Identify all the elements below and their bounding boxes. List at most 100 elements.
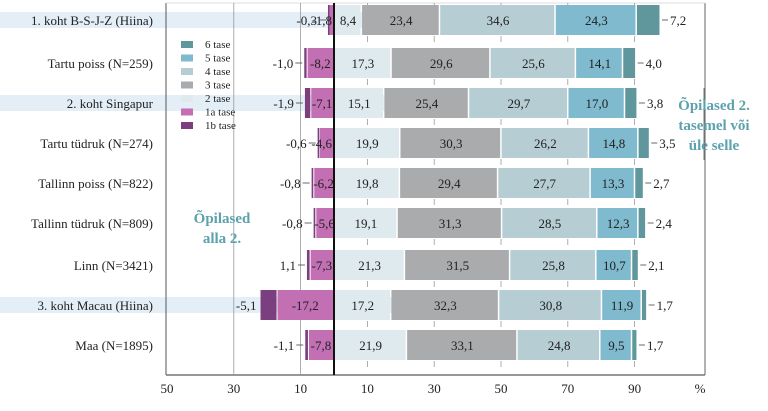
bar-segment-5-tase	[568, 88, 624, 118]
value-label: 19,8	[356, 176, 379, 191]
value-label: -0,8	[282, 216, 303, 231]
legend-label: 6 tase	[205, 39, 230, 51]
bar-segment-3-tase	[405, 250, 509, 280]
value-label: 34,6	[487, 13, 510, 28]
value-label: 32,3	[434, 298, 457, 313]
bar-segment-1a-tase	[310, 250, 334, 280]
value-label: -5,1	[236, 298, 257, 313]
legend-label: 1a tase	[205, 107, 235, 119]
bar-segment-1b-tase	[305, 330, 308, 360]
value-label: 15,1	[348, 96, 371, 111]
value-label: 24,3	[585, 13, 608, 28]
value-label: 29,4	[438, 176, 461, 191]
value-label: 8,4	[340, 13, 357, 28]
bar-segment-3-tase	[384, 88, 468, 118]
bar-segment-4-tase	[490, 48, 575, 78]
category-label: Linn (N=3421)	[74, 258, 153, 273]
bars: 8,4 23,4 34,6 24,3 7,2 -1,8-0,3 17,3 29,6 25,6 14…	[236, 3, 705, 375]
x-axis-unit-label: %	[695, 381, 706, 396]
value-label: 4,0	[646, 56, 662, 71]
category-label: Tartu poiss (N=259)	[48, 56, 153, 71]
value-label: -1,9	[273, 96, 294, 111]
category-label: 2. koht Singapur	[67, 96, 154, 111]
bar-segment-1b-tase	[260, 290, 277, 320]
bar-segment-4-tase	[510, 250, 596, 280]
bar-segment-1b-tase	[317, 128, 320, 158]
category-label: 1. koht B-S-J-Z (Hiina)	[31, 13, 153, 28]
bar-segment-6-tase	[638, 208, 646, 238]
value-label: 14,1	[588, 56, 611, 71]
bar-segment-3-tase	[362, 5, 439, 35]
value-label: -1,8	[311, 13, 332, 28]
bar-segment-3-tase	[397, 208, 501, 238]
value-label: 11,9	[611, 298, 633, 313]
value-label: 24,8	[548, 338, 571, 353]
value-label: 19,1	[355, 216, 378, 231]
bar-segment-1b-tase	[311, 168, 314, 198]
value-label: 17,0	[585, 96, 608, 111]
legend-label: 4 tase	[205, 66, 230, 78]
legend-swatch	[181, 108, 193, 116]
category-label: Tartu tüdruk (N=274)	[40, 136, 153, 151]
value-label: 31,5	[446, 258, 469, 273]
x-tick-label: 30	[428, 381, 441, 396]
bar-segment-6-tase	[625, 88, 637, 118]
value-label: -7,8	[311, 338, 332, 353]
bar-segment-5-tase	[602, 290, 641, 320]
bar-segment-5-tase	[590, 168, 634, 198]
value-label: 25,6	[522, 56, 545, 71]
legend-label: 5 tase	[205, 53, 230, 65]
category-label: Tallinn poiss (N=822)	[38, 176, 153, 191]
highlight-band	[0, 95, 400, 111]
bar-segment-4-tase	[502, 208, 597, 238]
bar-segment-3-tase	[407, 330, 517, 360]
value-label: 2,1	[648, 258, 664, 273]
bar-segment-1a-tase	[308, 330, 334, 360]
bar-segment-1a-tase	[319, 128, 334, 158]
value-label: 12,3	[607, 216, 630, 231]
bar-segment-1b-tase	[313, 208, 316, 238]
value-label: -0,8	[280, 176, 301, 191]
bar-segment-5-tase	[589, 128, 638, 158]
value-label: 26,2	[534, 136, 557, 151]
x-tick-label: 30	[227, 381, 240, 396]
value-label: 10,7	[603, 258, 626, 273]
bar-segment-1a-tase	[311, 88, 334, 118]
bar-segment-6-tase	[635, 168, 643, 198]
category-label: 3. koht Macau (Hiina)	[37, 298, 153, 313]
x-axis-ticks: 50 30 10 10 30 50 70 90	[161, 3, 641, 396]
bar-segment-2-tase	[334, 250, 404, 280]
bar-segment-1a-tase	[328, 5, 334, 35]
value-label: 7,2	[670, 13, 686, 28]
value-label: 28,5	[539, 216, 562, 231]
plot-frame	[165, 2, 706, 376]
value-label: -4,6	[311, 136, 332, 151]
value-label: 3,5	[659, 136, 675, 151]
annotation-below-line2: alla 2.	[203, 231, 242, 247]
value-label: 19,9	[356, 136, 379, 151]
bar-segment-2-tase	[334, 208, 397, 238]
value-label: 30,3	[440, 136, 463, 151]
bar-segment-1a-tase	[277, 290, 334, 320]
bar-segment-4-tase	[498, 168, 590, 198]
value-label: 3,8	[647, 96, 663, 111]
bar-segment-3-tase	[391, 290, 498, 320]
bar-segment-5-tase	[596, 250, 631, 280]
value-label: 29,6	[430, 56, 453, 71]
value-label: -6,2	[313, 176, 334, 191]
bar-segment-2-tase	[334, 5, 361, 35]
bar-segment-6-tase	[641, 290, 647, 320]
annotation-above-line2: tasemel või	[678, 118, 749, 134]
bar-segment-2-tase	[334, 128, 399, 158]
bar-segment-4-tase	[501, 128, 588, 158]
bar-segment-3-tase	[391, 48, 490, 78]
x-tick-label: 10	[361, 381, 374, 396]
value-label: 23,4	[390, 13, 413, 28]
bar-segment-1b-tase	[304, 48, 307, 78]
bar-segment-4-tase	[517, 330, 600, 360]
bar-segment-3-tase	[400, 168, 497, 198]
bar-segment-5-tase	[555, 5, 636, 35]
value-label: -7,3	[312, 258, 333, 273]
bar-segment-6-tase	[636, 5, 660, 35]
x-tick-label: 90	[628, 381, 641, 396]
